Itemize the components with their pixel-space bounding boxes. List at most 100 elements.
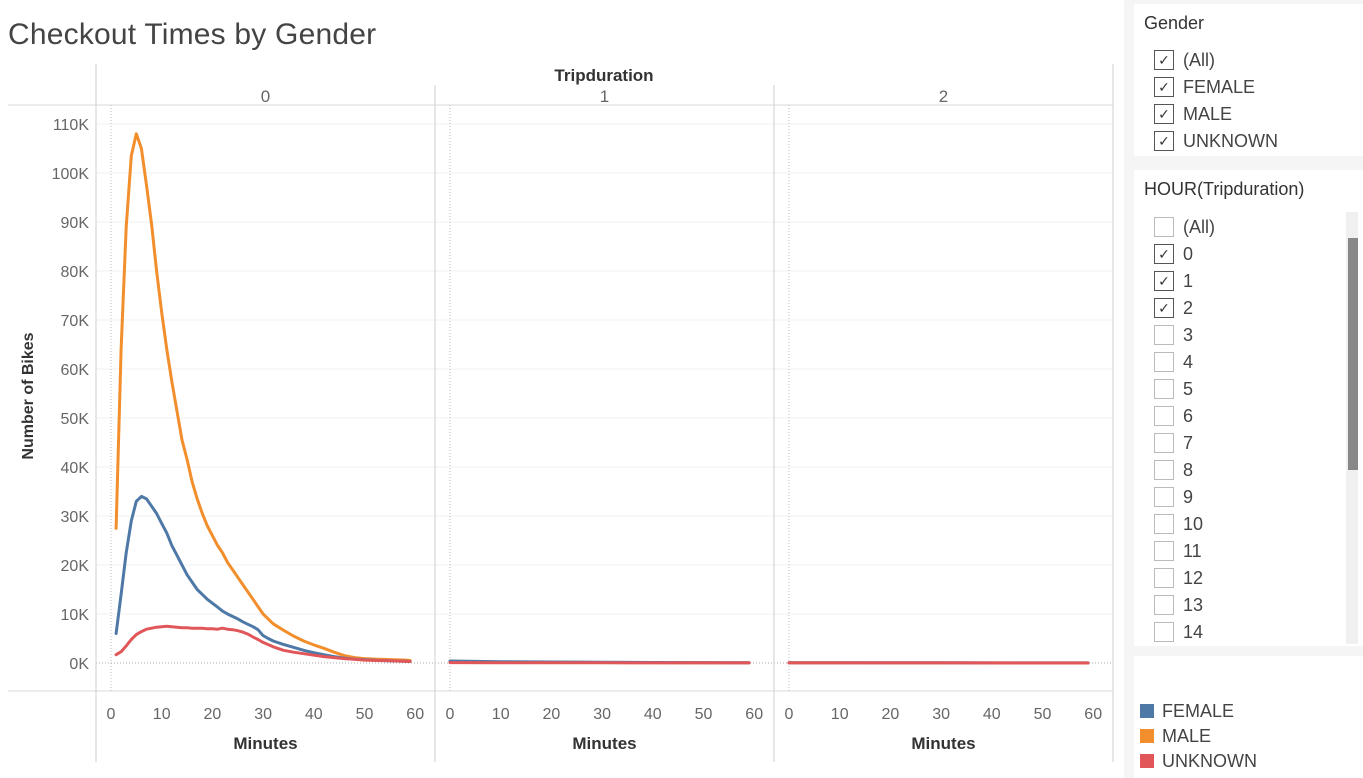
- legend-item[interactable]: MALE: [1140, 725, 1211, 747]
- checkbox[interactable]: ✓: [1154, 271, 1174, 291]
- legend-item[interactable]: UNKNOWN: [1140, 750, 1257, 772]
- x-tick-label: 20: [882, 706, 900, 723]
- checkbox[interactable]: [1154, 541, 1174, 561]
- y-tick-label: 40K: [61, 460, 90, 477]
- x-axis-title: Minutes: [911, 734, 975, 753]
- hour-filter-item[interactable]: 7: [1154, 431, 1193, 455]
- x-axis-title: Minutes: [572, 734, 636, 753]
- series-line-male: [114, 132, 412, 662]
- hour-filter-label: 9: [1183, 486, 1194, 507]
- y-tick-label: 60K: [61, 362, 90, 379]
- legend-label: UNKNOWN: [1162, 750, 1257, 771]
- gender-filter-item[interactable]: ✓ MALE: [1154, 102, 1232, 126]
- checkbox[interactable]: ✓: [1154, 50, 1174, 70]
- x-tick-label: 30: [254, 706, 272, 723]
- hour-filter-label: 5: [1183, 378, 1194, 399]
- checkbox[interactable]: [1154, 568, 1174, 588]
- check-icon: ✓: [1158, 299, 1170, 316]
- hour-filter-item[interactable]: 12: [1154, 566, 1203, 590]
- line-chart: Tripduration 0K 10K 20K 30K 40K 50K 60K 70K 80K 90…: [8, 64, 1114, 762]
- hour-filter-scrollbar[interactable]: [1346, 212, 1358, 644]
- hour-filter-item[interactable]: 8: [1154, 458, 1193, 482]
- gender-filter-title: Gender: [1144, 13, 1205, 33]
- check-icon: ✓: [1158, 132, 1170, 149]
- checkbox[interactable]: [1154, 595, 1174, 615]
- x-tick-label: 50: [1034, 706, 1052, 723]
- checkbox[interactable]: [1154, 352, 1174, 372]
- hour-filter-label: 13: [1183, 594, 1204, 615]
- gender-filter-item[interactable]: ✓ UNKNOWN: [1154, 129, 1278, 153]
- gender-filter-item[interactable]: ✓ (All): [1154, 48, 1215, 72]
- x-tick-label: 50: [695, 706, 713, 723]
- hour-filter-label: 14: [1183, 621, 1204, 642]
- hour-filter-label: 1: [1183, 270, 1194, 291]
- checkbox[interactable]: [1154, 514, 1174, 534]
- checkbox[interactable]: [1154, 622, 1174, 642]
- hour-filter-item[interactable]: 9: [1154, 485, 1193, 509]
- x-tick-label: 10: [153, 706, 171, 723]
- hour-filter: HOUR(Tripduration) (All) ✓ 0 ✓ 1 ✓ 2 3 4 5 6 7 8 9 10 1…: [1134, 170, 1363, 646]
- checkbox[interactable]: [1154, 406, 1174, 426]
- y-tick-label: 20K: [61, 558, 90, 575]
- x-tick-label: 40: [644, 706, 662, 723]
- hour-filter-label: 6: [1183, 405, 1194, 426]
- hour-filter-item[interactable]: 11: [1154, 539, 1202, 563]
- x-tick-label: 60: [1084, 706, 1102, 723]
- gender-filter-item[interactable]: ✓ FEMALE: [1154, 75, 1255, 99]
- legend-swatch: [1140, 704, 1154, 718]
- y-tick-label: 10K: [61, 607, 90, 624]
- checkbox[interactable]: ✓: [1154, 131, 1174, 151]
- hour-filter-label: 12: [1183, 567, 1204, 588]
- hour-filter-item[interactable]: 10: [1154, 512, 1203, 536]
- x-tick-label: 0: [446, 706, 455, 723]
- checkbox[interactable]: ✓: [1154, 244, 1174, 264]
- series-line-female: [114, 494, 412, 663]
- x-tick-label: 60: [745, 706, 763, 723]
- series-line-unknown: [114, 624, 412, 663]
- checkbox[interactable]: ✓: [1154, 104, 1174, 124]
- scrollbar-thumb[interactable]: [1348, 238, 1358, 470]
- checkbox[interactable]: [1154, 433, 1174, 453]
- checkbox[interactable]: ✓: [1154, 298, 1174, 318]
- hour-filter-label: 7: [1183, 432, 1194, 453]
- chart-title: Checkout Times by Gender: [8, 18, 377, 51]
- filter-panel: Gender ✓ (All) ✓ FEMALE ✓ MALE ✓ UNKNOWN HOUR(T…: [1124, 0, 1363, 778]
- checkbox[interactable]: [1154, 460, 1174, 480]
- checkbox[interactable]: [1154, 379, 1174, 399]
- x-tick-label: 30: [932, 706, 950, 723]
- legend-label: MALE: [1162, 725, 1212, 746]
- y-tick-label: 0K: [69, 656, 89, 673]
- hour-filter-title: HOUR(Tripduration): [1144, 179, 1305, 199]
- gender-filter-label: FEMALE: [1183, 76, 1256, 97]
- checkbox[interactable]: [1154, 325, 1174, 345]
- gender-filter: Gender ✓ (All) ✓ FEMALE ✓ MALE ✓ UNKNOWN: [1134, 4, 1363, 156]
- legend-swatch: [1140, 729, 1154, 743]
- hour-filter-label: 8: [1183, 459, 1194, 480]
- y-tick-label: 70K: [61, 313, 90, 330]
- hour-filter-item[interactable]: 5: [1154, 377, 1193, 401]
- x-tick-label: 20: [543, 706, 561, 723]
- hour-filter-item[interactable]: 13: [1154, 593, 1203, 617]
- hour-filter-label: 11: [1183, 540, 1202, 561]
- x-tick-label: 20: [204, 706, 222, 723]
- hour-filter-item[interactable]: ✓ 1: [1154, 269, 1193, 293]
- check-icon: ✓: [1158, 272, 1170, 289]
- hour-filter-item[interactable]: ✓ 0: [1154, 242, 1193, 266]
- panel-header-label: 2: [939, 87, 948, 106]
- hour-filter-item[interactable]: 6: [1154, 404, 1193, 428]
- hour-filter-label: 4: [1183, 351, 1194, 372]
- checkbox[interactable]: [1154, 487, 1174, 507]
- hour-filter-item[interactable]: 4: [1154, 350, 1193, 374]
- legend-box: [1134, 656, 1363, 778]
- gender-filter-label: (All): [1183, 49, 1215, 70]
- hour-filter-item[interactable]: 14: [1154, 620, 1203, 644]
- legend-item[interactable]: FEMALE: [1140, 700, 1234, 722]
- hour-filter-item[interactable]: 3: [1154, 323, 1193, 347]
- checkbox[interactable]: ✓: [1154, 77, 1174, 97]
- hour-filter-item[interactable]: ✓ 2: [1154, 296, 1193, 320]
- panel-header-label: 1: [600, 87, 609, 106]
- x-tick-label: 40: [983, 706, 1001, 723]
- checkbox[interactable]: [1154, 217, 1174, 237]
- hour-filter-item[interactable]: (All): [1154, 215, 1215, 239]
- hour-filter-label: 10: [1183, 513, 1204, 534]
